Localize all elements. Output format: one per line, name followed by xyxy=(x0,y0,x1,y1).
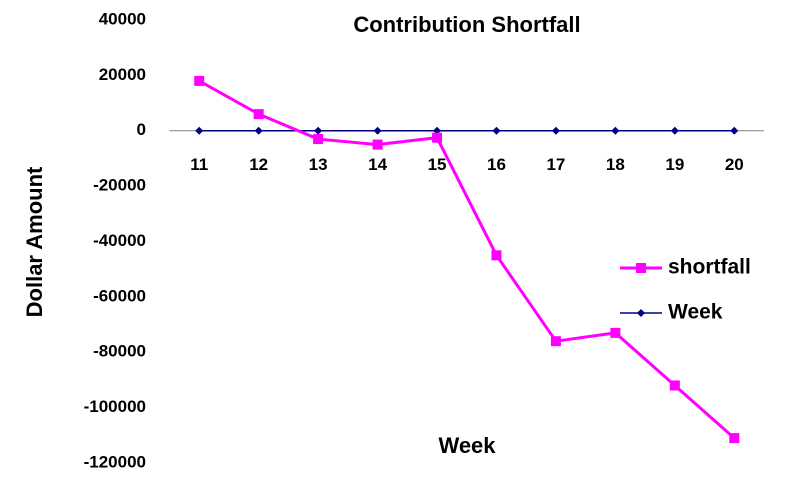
x-tick-label: 18 xyxy=(606,155,625,174)
legend-label: Week xyxy=(668,301,723,324)
data-point xyxy=(669,380,680,391)
data-point xyxy=(372,139,383,150)
data-point xyxy=(729,433,740,444)
y-tick-label: -80000 xyxy=(93,342,146,361)
data-point xyxy=(551,126,560,135)
chart-title: Contribution Shortfall xyxy=(353,12,580,37)
x-tick-label: 13 xyxy=(309,155,328,174)
data-point xyxy=(610,327,621,338)
x-tick-label: 20 xyxy=(725,155,744,174)
data-point xyxy=(730,126,739,135)
x-tick-label: 12 xyxy=(249,155,268,174)
y-tick-label: 40000 xyxy=(99,9,146,28)
data-point xyxy=(491,250,502,261)
data-point xyxy=(373,126,382,135)
x-tick-label: 15 xyxy=(428,155,447,174)
data-point xyxy=(195,126,204,135)
x-tick-label: 11 xyxy=(190,155,208,174)
data-point xyxy=(314,126,323,135)
data-point xyxy=(492,126,501,135)
data-point xyxy=(670,126,679,135)
x-axis-title: Week xyxy=(438,433,496,458)
y-tick-label: -20000 xyxy=(93,176,146,195)
data-point xyxy=(254,126,263,135)
y-tick-label: -60000 xyxy=(93,286,146,305)
x-tick-label: 14 xyxy=(368,155,387,174)
y-tick-label: -40000 xyxy=(93,231,146,250)
y-tick-label: 0 xyxy=(137,120,146,139)
data-point xyxy=(611,126,620,135)
x-tick-label: 19 xyxy=(665,155,684,174)
legend-marker xyxy=(637,309,645,317)
legend-label: shortfall xyxy=(668,256,751,279)
data-point xyxy=(432,132,443,143)
x-tick-label: 16 xyxy=(487,155,506,174)
y-axis-title: Dollar Amount xyxy=(22,166,47,317)
data-point xyxy=(194,75,205,86)
data-point xyxy=(253,109,264,120)
y-tick-label: -120000 xyxy=(84,452,146,471)
data-point xyxy=(313,134,324,145)
x-tick-label: 17 xyxy=(546,155,565,174)
y-tick-label: -100000 xyxy=(84,397,146,416)
series-line xyxy=(198,79,736,440)
legend-marker xyxy=(636,263,646,273)
data-point xyxy=(550,336,561,347)
y-tick-label: 20000 xyxy=(99,65,146,84)
